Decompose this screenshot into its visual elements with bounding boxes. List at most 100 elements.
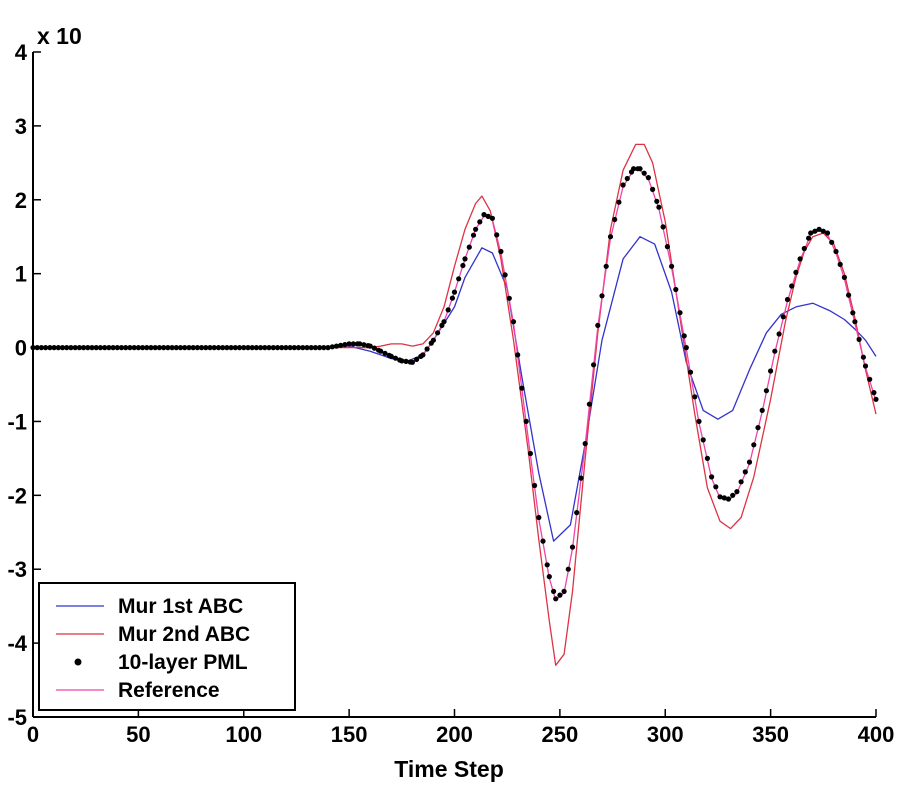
- data-point: [224, 345, 230, 351]
- data-point: [664, 244, 671, 250]
- data-point: [118, 345, 125, 351]
- data-point: [833, 248, 839, 255]
- data-point: [135, 345, 141, 351]
- series-layer: [30, 143, 879, 666]
- data-point: [709, 474, 715, 480]
- y-tick-label: 1: [15, 262, 27, 287]
- data-point: [392, 355, 399, 361]
- data-point: [300, 345, 306, 351]
- data-point: [806, 235, 812, 241]
- data-point: [742, 469, 748, 475]
- data-point: [862, 363, 869, 369]
- data-point: [409, 359, 415, 365]
- data-point: [253, 345, 259, 351]
- data-point: [620, 182, 626, 188]
- data-point: [102, 345, 108, 351]
- data-point: [820, 228, 826, 234]
- data-point: [361, 342, 367, 348]
- data-point: [262, 345, 268, 351]
- data-point: [338, 342, 344, 348]
- data-point: [837, 261, 843, 267]
- data-point: [669, 263, 675, 269]
- y-tick-label: 0: [15, 336, 27, 361]
- legend-marker: [74, 658, 82, 666]
- data-point: [460, 262, 466, 269]
- data-point: [312, 345, 318, 351]
- data-point: [445, 307, 451, 313]
- data-point: [713, 484, 719, 490]
- data-point: [801, 245, 807, 252]
- data-point: [186, 345, 192, 351]
- data-point: [441, 319, 447, 325]
- data-point: [824, 230, 831, 236]
- data-point: [544, 562, 550, 568]
- data-point: [489, 215, 495, 221]
- x-tick-label: 250: [542, 722, 579, 747]
- data-point: [565, 566, 571, 572]
- data-point: [333, 343, 340, 349]
- data-point: [751, 442, 757, 448]
- data-point: [106, 345, 112, 351]
- data-point: [850, 310, 856, 316]
- data-point: [430, 337, 436, 343]
- data-point: [532, 482, 538, 489]
- y-tick-label: -2: [7, 483, 27, 508]
- series-mur-2nd-abc-line: [33, 143, 877, 666]
- data-point: [357, 341, 363, 347]
- data-point: [768, 368, 774, 374]
- data-point: [687, 369, 694, 375]
- legend-box: [38, 582, 296, 711]
- data-point: [586, 401, 593, 407]
- x-tick-label: 300: [647, 722, 684, 747]
- data-point: [287, 345, 293, 351]
- y-tick-label: -1: [7, 409, 27, 434]
- data-point: [607, 234, 614, 240]
- data-point: [645, 175, 652, 181]
- data-point: [382, 350, 388, 356]
- y-tick-label: 3: [15, 114, 27, 139]
- data-point: [738, 479, 744, 485]
- data-point: [89, 345, 95, 351]
- data-point: [637, 166, 643, 172]
- data-point: [148, 345, 154, 351]
- data-point: [546, 574, 552, 580]
- data-point: [177, 345, 184, 351]
- data-point: [683, 345, 689, 351]
- data-point: [64, 345, 70, 351]
- legend-label: Mur 2nd ABC: [118, 623, 250, 646]
- data-point: [599, 293, 605, 299]
- y-tick-label: -4: [7, 631, 27, 656]
- data-point: [470, 232, 477, 238]
- data-point: [211, 345, 217, 351]
- data-point: [308, 345, 314, 351]
- data-point: [612, 216, 618, 223]
- data-point: [812, 228, 818, 234]
- data-point: [114, 345, 120, 351]
- data-point: [789, 283, 795, 289]
- data-point: [654, 198, 660, 204]
- data-point: [692, 394, 698, 400]
- data-point: [808, 230, 814, 236]
- data-point: [721, 495, 727, 501]
- data-point: [759, 407, 765, 413]
- data-point: [867, 376, 873, 382]
- data-point: [156, 345, 162, 351]
- data-point: [283, 345, 289, 351]
- data-point: [536, 514, 542, 521]
- data-point: [494, 232, 500, 238]
- data-point: [329, 344, 335, 350]
- data-point: [127, 345, 133, 351]
- data-point: [295, 345, 302, 351]
- data-point: [249, 345, 255, 351]
- data-point: [725, 496, 732, 502]
- data-point: [473, 226, 479, 232]
- data-point: [582, 441, 588, 447]
- legend-label: 10-layer PML: [118, 651, 248, 674]
- data-point: [829, 239, 835, 245]
- data-point: [631, 166, 637, 172]
- data-point: [350, 341, 356, 347]
- data-point: [110, 345, 116, 351]
- data-point: [616, 199, 622, 205]
- data-point: [68, 345, 74, 351]
- data-point: [131, 345, 137, 351]
